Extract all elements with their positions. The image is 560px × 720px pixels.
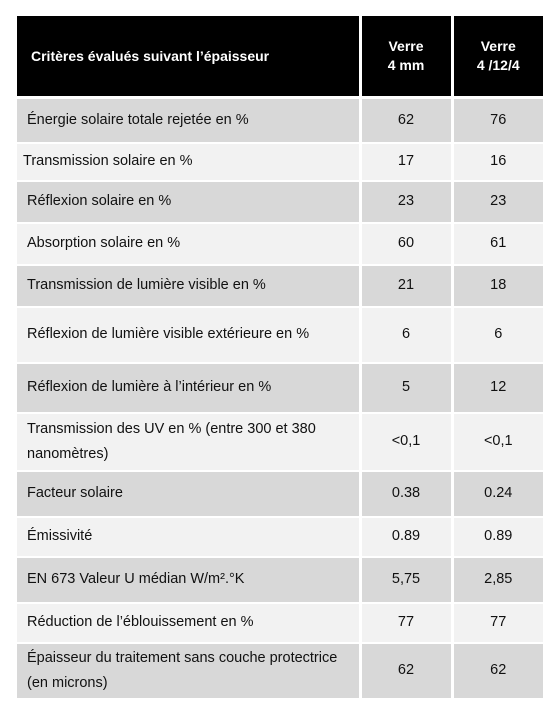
row-value-double: 2,85 <box>450 556 543 604</box>
table-row: Épaisseur du traitement sans couche prot… <box>17 642 543 700</box>
row-value-4mm: 21 <box>358 264 452 308</box>
row-value-double: 16 <box>450 142 543 182</box>
header-criteria: Critères évalués suivant l’épaisseur <box>17 16 360 99</box>
row-label: Émissivité <box>17 516 360 558</box>
row-value-double: 6 <box>450 306 543 364</box>
row-value-4mm: 0.38 <box>358 470 452 518</box>
row-label: Réflexion de lumière visible extérieure … <box>17 306 360 364</box>
row-label: Facteur solaire <box>17 470 360 518</box>
row-value-double: 76 <box>450 97 543 144</box>
row-label: Énergie solaire totale rejetée en % <box>17 97 360 144</box>
table-row: Transmission solaire en % 17 16 <box>17 142 543 182</box>
table-row: Réflexion de lumière visible extérieure … <box>17 306 543 364</box>
table-row: Facteur solaire 0.38 0.24 <box>17 470 543 518</box>
glass-comparison-table: Critères évalués suivant l’épaisseur Ver… <box>17 16 543 700</box>
table-row: Réflexion de lumière à l’intérieur en % … <box>17 362 543 414</box>
row-value-4mm: 5,75 <box>358 556 452 604</box>
table-row: Réduction de l’éblouissement en % 77 77 <box>17 602 543 644</box>
row-label: Épaisseur du traitement sans couche prot… <box>17 642 360 700</box>
table-header-row: Critères évalués suivant l’épaisseur Ver… <box>17 16 543 99</box>
row-value-double: 0.89 <box>450 516 543 558</box>
header-glass-double-line2: 4 /12/4 <box>476 57 520 73</box>
row-value-4mm: 5 <box>358 362 452 414</box>
row-label: EN 673 Valeur U médian W/m².°K <box>17 556 360 604</box>
row-label: Transmission de lumière visible en % <box>17 264 360 308</box>
header-glass-4mm-line1: Verre <box>388 38 424 54</box>
row-value-double: 77 <box>450 602 543 644</box>
table-row: EN 673 Valeur U médian W/m².°K 5,75 2,85 <box>17 556 543 604</box>
header-glass-double: Verre 4 /12/4 <box>450 16 543 99</box>
row-value-double: 62 <box>450 642 543 700</box>
row-value-double: 23 <box>450 180 543 224</box>
row-value-double: 0.24 <box>450 470 543 518</box>
header-glass-4mm-line2: 4 mm <box>387 57 425 73</box>
table-row: Transmission de lumière visible en % 21 … <box>17 264 543 308</box>
table-row: Émissivité 0.89 0.89 <box>17 516 543 558</box>
row-label: Transmission des UV en % (entre 300 et 3… <box>17 412 360 472</box>
row-value-4mm: 60 <box>358 222 452 266</box>
row-value-4mm: 62 <box>358 97 452 144</box>
row-label: Transmission solaire en % <box>17 142 360 182</box>
row-value-double: 61 <box>450 222 543 266</box>
row-label: Réflexion de lumière à l’intérieur en % <box>17 362 360 414</box>
row-label: Réflexion solaire en % <box>17 180 360 224</box>
row-value-4mm: 6 <box>358 306 452 364</box>
row-value-double: <0,1 <box>450 412 543 472</box>
row-value-double: 12 <box>450 362 543 414</box>
table-row: Énergie solaire totale rejetée en % 62 7… <box>17 97 543 144</box>
row-value-4mm: <0,1 <box>358 412 452 472</box>
table-row: Absorption solaire en % 60 61 <box>17 222 543 266</box>
row-value-4mm: 23 <box>358 180 452 224</box>
row-value-4mm: 0.89 <box>358 516 452 558</box>
header-glass-double-line1: Verre <box>480 38 516 54</box>
row-value-4mm: 17 <box>358 142 452 182</box>
row-label: Absorption solaire en % <box>17 222 360 266</box>
header-glass-4mm: Verre 4 mm <box>358 16 452 99</box>
row-label: Réduction de l’éblouissement en % <box>17 602 360 644</box>
table-row: Transmission des UV en % (entre 300 et 3… <box>17 412 543 472</box>
row-value-4mm: 62 <box>358 642 452 700</box>
row-value-double: 18 <box>450 264 543 308</box>
table-row: Réflexion solaire en % 23 23 <box>17 180 543 224</box>
row-value-4mm: 77 <box>358 602 452 644</box>
